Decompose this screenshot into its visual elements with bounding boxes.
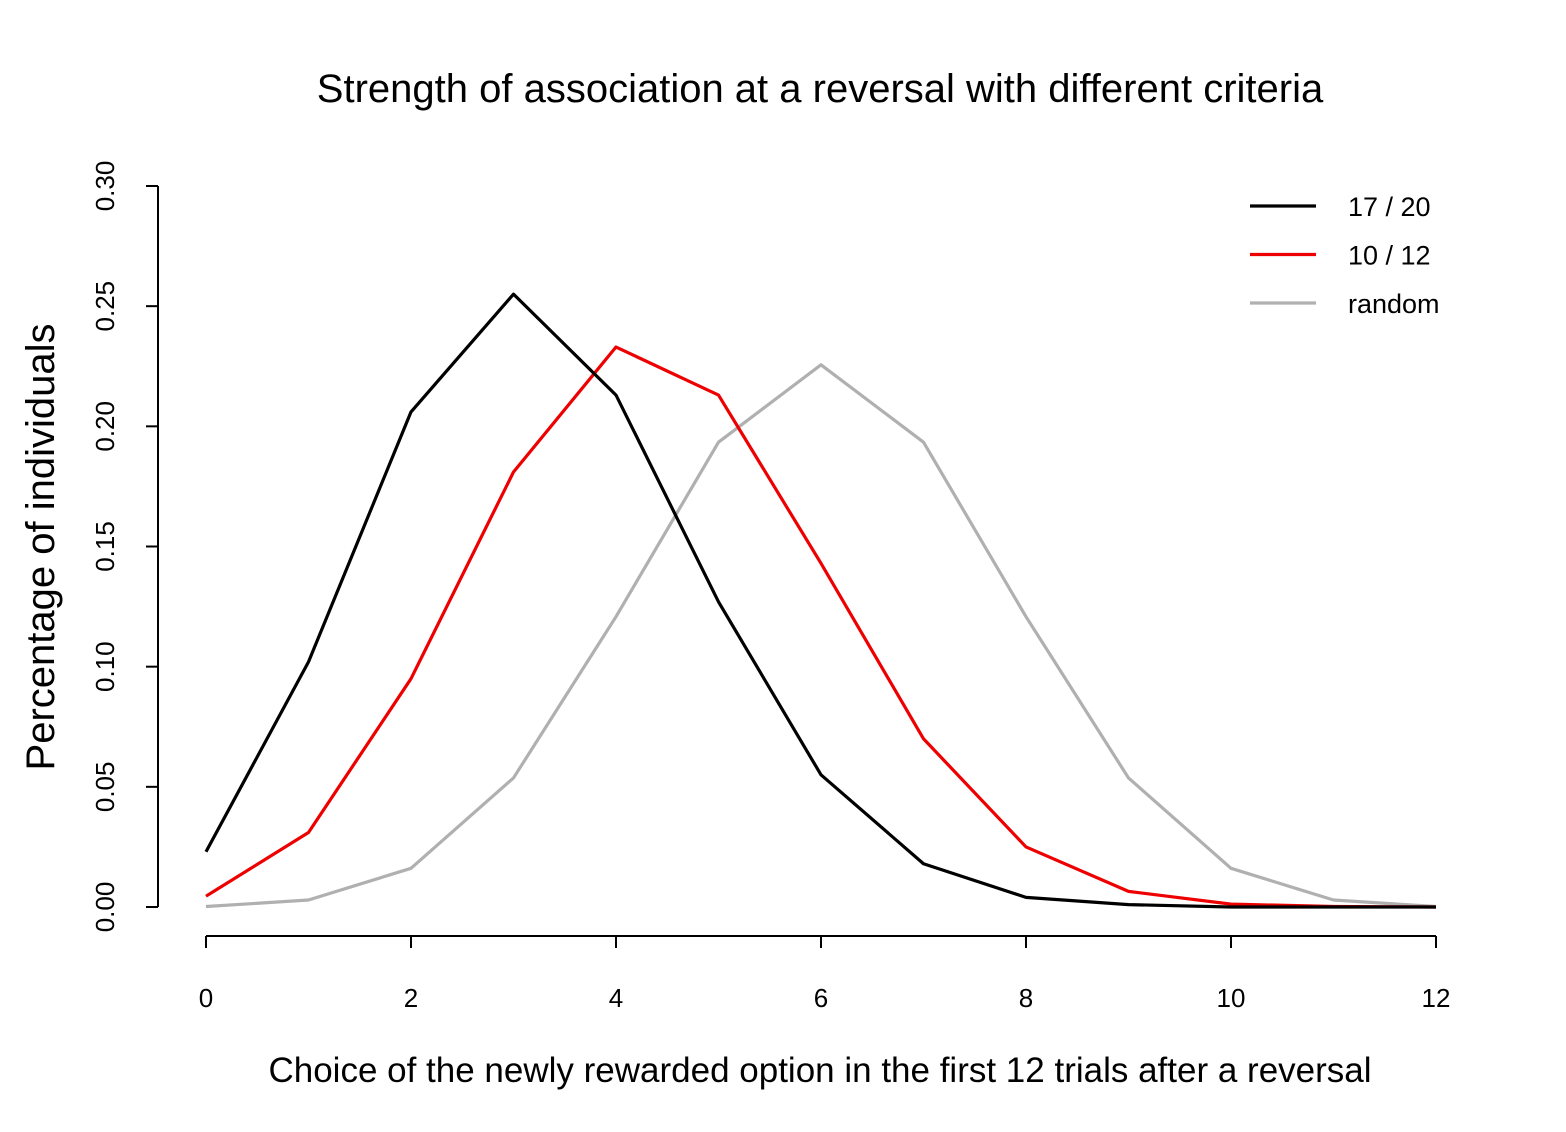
x-tick-label: 4 [609,983,623,1013]
legend-label-10-12: 10 / 12 [1348,241,1431,271]
x-tick-label: 8 [1019,983,1033,1013]
legend-label-17-20: 17 / 20 [1348,192,1431,222]
x-axis: 0 2 4 6 8 10 12 [199,935,1451,1013]
y-tick-label: 0.00 [90,882,120,933]
x-tick-label: 10 [1217,983,1246,1013]
x-tick-label: 12 [1422,983,1451,1013]
legend: 17 / 20 10 / 12 random [1250,192,1440,319]
x-axis-label: Choice of the newly rewarded option in t… [268,1051,1371,1090]
legend-label-random: random [1348,289,1440,319]
x-tick-label: 2 [404,983,418,1013]
y-axis-label: Percentage of individuals [19,324,63,771]
y-axis: 0.00 0.05 0.10 0.15 0.20 0.25 0.30 [90,161,159,933]
chart-title: Strength of association at a reversal wi… [317,67,1324,111]
x-tick-label: 0 [199,983,213,1013]
x-tick-label: 6 [814,983,828,1013]
y-tick-label: 0.30 [90,161,120,212]
y-tick-label: 0.05 [90,762,120,813]
y-tick-label: 0.10 [90,641,120,692]
series-line-random [205,363,1437,909]
series-line-17-20 [204,292,1436,909]
y-tick-label: 0.25 [90,281,120,332]
series-layer [204,292,1437,909]
y-tick-label: 0.15 [90,521,120,572]
y-tick-label: 0.20 [90,401,120,452]
series-line-10-12 [205,345,1437,909]
